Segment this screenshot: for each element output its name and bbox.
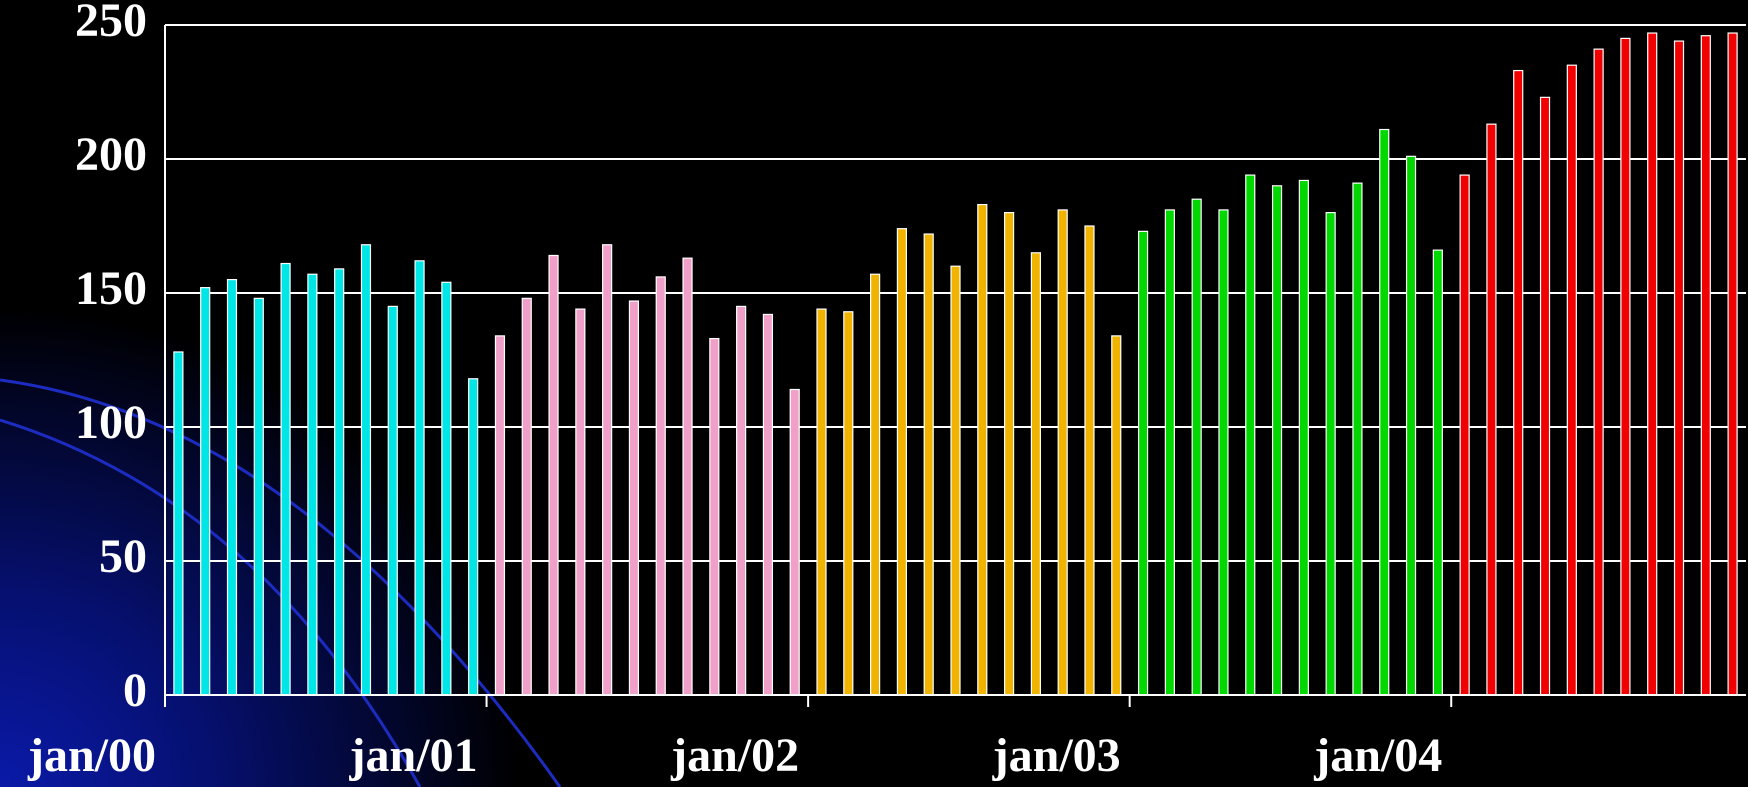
x-tick-label: jan/02 <box>670 729 799 782</box>
bar <box>1057 209 1068 696</box>
bar <box>1700 35 1711 696</box>
bar <box>1111 335 1122 696</box>
bar <box>1673 40 1685 696</box>
bar <box>709 337 720 696</box>
bar <box>896 228 908 696</box>
bar <box>1191 198 1202 696</box>
bar <box>1566 64 1577 696</box>
bar <box>736 305 747 696</box>
bar <box>816 308 827 696</box>
bar <box>1379 128 1390 696</box>
bar <box>1245 174 1256 696</box>
bar <box>1459 174 1470 696</box>
bar <box>1352 182 1363 696</box>
bar <box>682 257 693 696</box>
bar <box>253 297 264 696</box>
bar <box>1218 209 1229 696</box>
bar <box>628 300 640 696</box>
bar <box>1593 48 1604 696</box>
bar <box>280 262 291 696</box>
bar <box>173 351 184 696</box>
bar <box>602 244 613 696</box>
bar <box>789 388 800 696</box>
bar <box>334 268 345 696</box>
bar <box>843 311 854 696</box>
bar <box>200 287 211 696</box>
x-tick-label: jan/00 <box>27 729 156 782</box>
bar <box>1539 96 1551 696</box>
bar <box>1432 249 1443 696</box>
bar <box>1003 212 1015 696</box>
x-tick-label: jan/03 <box>992 729 1121 782</box>
y-tick-label: 50 <box>99 530 147 583</box>
bar <box>1298 179 1309 696</box>
bar <box>360 244 372 696</box>
bar <box>1164 209 1175 696</box>
bar <box>387 305 398 696</box>
bar <box>950 265 961 696</box>
x-tick-label: jan/04 <box>1313 729 1442 782</box>
y-tick-label: 250 <box>75 0 147 47</box>
bar <box>307 273 318 696</box>
bar <box>468 378 479 696</box>
bar <box>762 313 774 696</box>
bar <box>1271 185 1283 696</box>
bar <box>1647 32 1658 696</box>
bar <box>521 297 532 696</box>
bar <box>1030 252 1041 696</box>
bar <box>1084 225 1095 696</box>
bar <box>575 308 586 696</box>
bar <box>870 273 881 696</box>
bar <box>1405 155 1417 696</box>
bar <box>1137 230 1149 696</box>
bar <box>1620 37 1631 696</box>
y-tick-label: 150 <box>75 262 147 315</box>
bar <box>977 203 988 696</box>
bar <box>923 233 934 696</box>
bar <box>1727 32 1738 696</box>
bar <box>1325 212 1336 696</box>
y-tick-label: 0 <box>123 664 147 717</box>
bar <box>226 279 238 696</box>
bar <box>1513 69 1524 696</box>
y-tick-label: 200 <box>75 128 147 181</box>
bar <box>1486 123 1497 696</box>
y-tick-label: 100 <box>75 396 147 449</box>
bar <box>494 335 506 696</box>
x-tick-label: jan/01 <box>349 729 478 782</box>
bar <box>441 281 452 696</box>
bar <box>548 254 559 696</box>
bar <box>414 260 425 696</box>
bar <box>655 276 666 696</box>
